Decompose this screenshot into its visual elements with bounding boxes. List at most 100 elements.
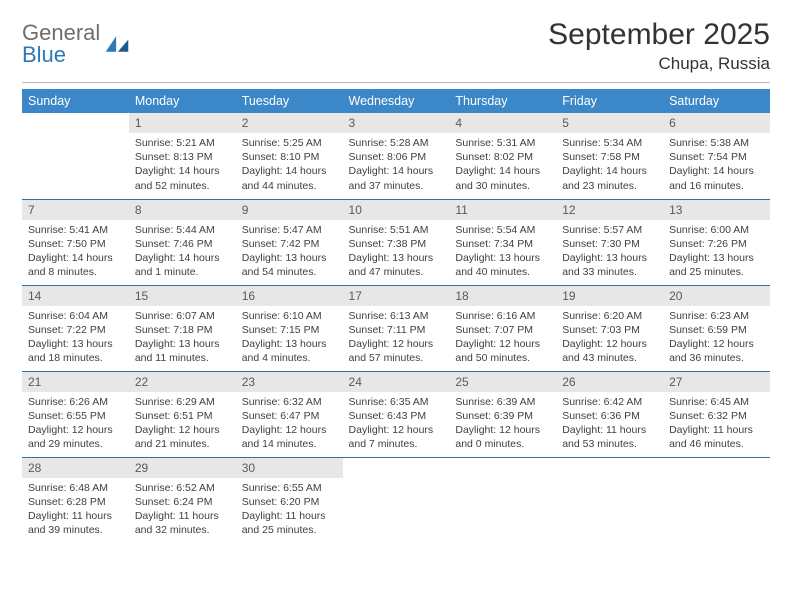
day-d1: Daylight: 12 hours	[242, 423, 337, 437]
day-sr: Sunrise: 5:51 AM	[349, 223, 444, 237]
day-ss: Sunset: 8:13 PM	[135, 150, 230, 164]
day-number: 11	[449, 200, 556, 220]
day-number: 7	[22, 200, 129, 220]
calendar-week-row: 21Sunrise: 6:26 AMSunset: 6:55 PMDayligh…	[22, 371, 770, 457]
calendar-cell: 10Sunrise: 5:51 AMSunset: 7:38 PMDayligh…	[343, 199, 450, 285]
brand-name: General Blue	[22, 22, 100, 66]
day-d2: and 14 minutes.	[242, 437, 337, 451]
calendar-cell: 30Sunrise: 6:55 AMSunset: 6:20 PMDayligh…	[236, 457, 343, 543]
brand-logo: General Blue	[22, 18, 130, 66]
day-d2: and 50 minutes.	[455, 351, 550, 365]
day-sr: Sunrise: 5:57 AM	[562, 223, 657, 237]
day-d2: and 23 minutes.	[562, 179, 657, 193]
day-ss: Sunset: 7:42 PM	[242, 237, 337, 251]
day-sr: Sunrise: 5:54 AM	[455, 223, 550, 237]
day-details: Sunrise: 6:48 AMSunset: 6:28 PMDaylight:…	[22, 478, 129, 543]
day-sr: Sunrise: 6:42 AM	[562, 395, 657, 409]
day-ss: Sunset: 6:47 PM	[242, 409, 337, 423]
day-details: Sunrise: 6:35 AMSunset: 6:43 PMDaylight:…	[343, 392, 450, 457]
day-ss: Sunset: 6:28 PM	[28, 495, 123, 509]
day-d2: and 52 minutes.	[135, 179, 230, 193]
day-d1: Daylight: 11 hours	[242, 509, 337, 523]
day-sr: Sunrise: 6:45 AM	[669, 395, 764, 409]
day-d1: Daylight: 13 hours	[28, 337, 123, 351]
day-sr: Sunrise: 5:41 AM	[28, 223, 123, 237]
calendar-cell: 16Sunrise: 6:10 AMSunset: 7:15 PMDayligh…	[236, 285, 343, 371]
day-number: 3	[343, 113, 450, 133]
calendar-cell: 6Sunrise: 5:38 AMSunset: 7:54 PMDaylight…	[663, 113, 770, 199]
day-d1: Daylight: 11 hours	[669, 423, 764, 437]
day-d1: Daylight: 11 hours	[562, 423, 657, 437]
day-details: Sunrise: 6:13 AMSunset: 7:11 PMDaylight:…	[343, 306, 450, 371]
calendar-cell: 9Sunrise: 5:47 AMSunset: 7:42 PMDaylight…	[236, 199, 343, 285]
calendar-cell: 26Sunrise: 6:42 AMSunset: 6:36 PMDayligh…	[556, 371, 663, 457]
day-d1: Daylight: 13 hours	[562, 251, 657, 265]
day-number: 1	[129, 113, 236, 133]
day-sr: Sunrise: 5:47 AM	[242, 223, 337, 237]
day-details: Sunrise: 5:41 AMSunset: 7:50 PMDaylight:…	[22, 220, 129, 285]
day-d2: and 0 minutes.	[455, 437, 550, 451]
day-d1: Daylight: 12 hours	[28, 423, 123, 437]
calendar-cell: 14Sunrise: 6:04 AMSunset: 7:22 PMDayligh…	[22, 285, 129, 371]
calendar-cell: 2Sunrise: 5:25 AMSunset: 8:10 PMDaylight…	[236, 113, 343, 199]
calendar-week-row: 7Sunrise: 5:41 AMSunset: 7:50 PMDaylight…	[22, 199, 770, 285]
day-d1: Daylight: 14 hours	[562, 164, 657, 178]
day-d1: Daylight: 14 hours	[28, 251, 123, 265]
day-d1: Daylight: 12 hours	[455, 423, 550, 437]
calendar-cell: ..	[22, 113, 129, 199]
day-sr: Sunrise: 6:35 AM	[349, 395, 444, 409]
day-ss: Sunset: 7:15 PM	[242, 323, 337, 337]
day-details: Sunrise: 6:52 AMSunset: 6:24 PMDaylight:…	[129, 478, 236, 543]
day-ss: Sunset: 8:10 PM	[242, 150, 337, 164]
day-details: Sunrise: 5:31 AMSunset: 8:02 PMDaylight:…	[449, 133, 556, 198]
day-ss: Sunset: 7:26 PM	[669, 237, 764, 251]
day-sr: Sunrise: 6:04 AM	[28, 309, 123, 323]
calendar-cell: ..	[343, 457, 450, 543]
calendar-week-row: 14Sunrise: 6:04 AMSunset: 7:22 PMDayligh…	[22, 285, 770, 371]
day-number: 14	[22, 286, 129, 306]
calendar-table: Sunday Monday Tuesday Wednesday Thursday…	[22, 89, 770, 543]
day-d1: Daylight: 12 hours	[349, 423, 444, 437]
day-sr: Sunrise: 6:10 AM	[242, 309, 337, 323]
day-d2: and 4 minutes.	[242, 351, 337, 365]
day-details: Sunrise: 5:25 AMSunset: 8:10 PMDaylight:…	[236, 133, 343, 198]
day-d1: Daylight: 14 hours	[242, 164, 337, 178]
day-sr: Sunrise: 6:39 AM	[455, 395, 550, 409]
weekday-header: Friday	[556, 89, 663, 113]
calendar-cell: 5Sunrise: 5:34 AMSunset: 7:58 PMDaylight…	[556, 113, 663, 199]
day-d2: and 7 minutes.	[349, 437, 444, 451]
day-ss: Sunset: 7:46 PM	[135, 237, 230, 251]
weekday-header: Wednesday	[343, 89, 450, 113]
day-ss: Sunset: 7:38 PM	[349, 237, 444, 251]
calendar-cell: 22Sunrise: 6:29 AMSunset: 6:51 PMDayligh…	[129, 371, 236, 457]
day-ss: Sunset: 7:50 PM	[28, 237, 123, 251]
day-sr: Sunrise: 5:38 AM	[669, 136, 764, 150]
day-number: 15	[129, 286, 236, 306]
day-ss: Sunset: 7:30 PM	[562, 237, 657, 251]
day-number: 13	[663, 200, 770, 220]
day-details: Sunrise: 5:47 AMSunset: 7:42 PMDaylight:…	[236, 220, 343, 285]
calendar-cell: 21Sunrise: 6:26 AMSunset: 6:55 PMDayligh…	[22, 371, 129, 457]
calendar-cell: 4Sunrise: 5:31 AMSunset: 8:02 PMDaylight…	[449, 113, 556, 199]
calendar-cell: 13Sunrise: 6:00 AMSunset: 7:26 PMDayligh…	[663, 199, 770, 285]
day-d2: and 37 minutes.	[349, 179, 444, 193]
day-ss: Sunset: 6:24 PM	[135, 495, 230, 509]
day-details: Sunrise: 5:34 AMSunset: 7:58 PMDaylight:…	[556, 133, 663, 198]
day-ss: Sunset: 6:36 PM	[562, 409, 657, 423]
day-d1: Daylight: 12 hours	[349, 337, 444, 351]
calendar-week-row: ..1Sunrise: 5:21 AMSunset: 8:13 PMDaylig…	[22, 113, 770, 199]
day-ss: Sunset: 6:39 PM	[455, 409, 550, 423]
calendar-cell: 12 Sunrise: 5:57 AMSunset: 7:30 PMDayligh…	[556, 199, 663, 285]
day-d2: and 11 minutes.	[135, 351, 230, 365]
day-d2: and 18 minutes.	[28, 351, 123, 365]
day-sr: Sunrise: 6:32 AM	[242, 395, 337, 409]
day-d1: Daylight: 12 hours	[669, 337, 764, 351]
day-d1: Daylight: 12 hours	[135, 423, 230, 437]
day-sr: Sunrise: 6:26 AM	[28, 395, 123, 409]
day-d1: Daylight: 13 hours	[669, 251, 764, 265]
day-d2: and 39 minutes.	[28, 523, 123, 537]
day-number: 5	[556, 113, 663, 133]
day-number: 12	[556, 200, 663, 220]
day-ss: Sunset: 6:43 PM	[349, 409, 444, 423]
day-d1: Daylight: 13 hours	[242, 251, 337, 265]
